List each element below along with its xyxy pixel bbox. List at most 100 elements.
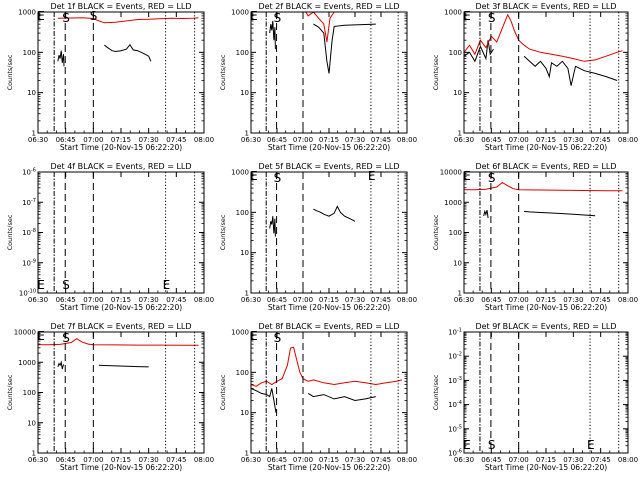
y-tick-label: 1000	[18, 359, 36, 367]
series-events-segment-1	[483, 209, 489, 219]
series-events-segment-1	[57, 360, 64, 370]
y-axis-label: Counts/sec	[432, 54, 440, 90]
y-axis-label: Counts/sec	[6, 214, 14, 250]
y-tick-label: 10-1	[448, 328, 462, 337]
series-events-segment-1	[464, 40, 494, 63]
panel-title: Det 8f BLACK = Events, RED = LLD	[258, 322, 399, 331]
x-tick-label: 06:45	[481, 456, 501, 464]
y-tick-label: 1000	[231, 329, 249, 337]
series-events-segment-1	[251, 387, 277, 413]
marker-e: E	[163, 278, 171, 292]
x-tick-label: 07:15	[536, 456, 556, 464]
y-tick-label: 1	[245, 290, 249, 298]
y-axis-label: Counts/sec	[432, 214, 440, 250]
x-tick-label: 07:45	[371, 136, 391, 144]
plot-frame	[463, 171, 629, 294]
x-tick-label: 07:00	[293, 136, 313, 144]
x-tick-label: 07:00	[83, 136, 103, 144]
marker-e: E	[37, 278, 45, 292]
marker-e: E	[587, 438, 595, 452]
marker-e: E	[250, 9, 258, 23]
y-tick-label: 10	[27, 419, 36, 427]
x-tick-label: 07:30	[345, 136, 365, 144]
x-tick-label: 07:30	[563, 136, 583, 144]
series-events-segment-2	[307, 392, 376, 402]
x-tick-label: 08:00	[194, 296, 214, 304]
x-axis-label: Start Time (20-Nov-15 06:22:20)	[268, 143, 390, 152]
x-tick-label: 06:45	[267, 456, 287, 464]
y-tick-label: 1	[245, 130, 249, 138]
y-tick-label: 10	[240, 249, 249, 257]
x-tick-label: 08:00	[618, 296, 638, 304]
panel-title: Det 3f BLACK = Events, RED = LLD	[475, 2, 616, 11]
y-tick-label: 10	[453, 259, 462, 267]
x-tick-label: 07:45	[166, 456, 186, 464]
x-tick-label: 06:30	[241, 296, 261, 304]
panel-title: Det 7f BLACK = Events, RED = LLD	[50, 322, 191, 331]
x-axis-label: Start Time (20-Nov-15 06:22:20)	[485, 303, 607, 312]
y-tick-label: 10	[240, 409, 249, 417]
x-axis-label: Start Time (20-Nov-15 06:22:20)	[268, 463, 390, 472]
y-axis-label: Counts/sec	[219, 374, 227, 410]
y-tick-label: 10	[27, 89, 36, 97]
x-tick-label: 07:00	[83, 296, 103, 304]
marker-s: S	[488, 438, 496, 452]
y-tick-label: 10-9	[22, 258, 36, 267]
panel-title: Det 9f BLACK = Events, RED = LLD	[475, 322, 616, 331]
plot-frame	[250, 11, 408, 134]
y-tick-label: 1	[458, 290, 462, 298]
x-tick-label: 08:00	[397, 456, 417, 464]
x-tick-label: 07:30	[563, 456, 583, 464]
x-tick-label: 07:00	[83, 456, 103, 464]
series-events-segment-2	[523, 55, 618, 86]
plot-frame	[463, 331, 629, 454]
x-tick-label: 06:30	[454, 136, 474, 144]
x-tick-label: 07:15	[536, 136, 556, 144]
series-events-segment-2	[313, 23, 376, 74]
x-tick-label: 07:15	[319, 456, 339, 464]
x-tick-label: 06:30	[454, 296, 474, 304]
x-tick-label: 07:15	[111, 296, 131, 304]
x-tick-label: 08:00	[194, 456, 214, 464]
x-axis-label: Start Time (20-Nov-15 06:22:20)	[268, 303, 390, 312]
x-tick-label: 07:15	[319, 136, 339, 144]
series-lld-segment-1	[57, 17, 199, 24]
marker-s: S	[488, 171, 496, 185]
series-lld-segment-1	[305, 12, 338, 43]
plot-frame	[37, 331, 205, 454]
x-tick-label: 07:00	[509, 456, 529, 464]
x-tick-label: 07:30	[139, 136, 159, 144]
plot-frame	[250, 171, 408, 294]
y-tick-label: 1	[245, 450, 249, 458]
x-tick-label: 08:00	[397, 296, 417, 304]
x-tick-label: 08:00	[618, 456, 638, 464]
marker-e: E	[463, 169, 471, 183]
series-events-segment-1	[269, 216, 276, 237]
marker-e: E	[250, 329, 258, 343]
x-tick-label: 06:45	[56, 456, 76, 464]
x-tick-label: 07:00	[509, 296, 529, 304]
y-tick-label: 100	[23, 49, 36, 57]
plot-frame	[463, 11, 629, 134]
marker-e: E	[250, 169, 258, 183]
series-lld-segment-1	[464, 181, 623, 192]
x-tick-label: 07:30	[139, 456, 159, 464]
marker-s: S	[274, 171, 282, 185]
x-tick-label: 06:30	[241, 456, 261, 464]
x-tick-label: 07:15	[111, 136, 131, 144]
x-tick-label: 06:45	[481, 136, 501, 144]
y-axis-label: Counts/sec	[219, 54, 227, 90]
y-tick-label: 10-2	[448, 352, 462, 361]
marker-s: S	[62, 331, 70, 345]
y-tick-label: 10-6	[448, 449, 462, 458]
marker-e: E	[463, 9, 471, 23]
y-tick-label: 1000	[231, 169, 249, 177]
y-axis-label: Counts/sec	[6, 54, 14, 90]
y-tick-label: 1000	[444, 199, 462, 207]
y-tick-label: 10-3	[448, 376, 462, 385]
y-tick-label: 1	[32, 130, 36, 138]
x-tick-label: 07:15	[319, 296, 339, 304]
